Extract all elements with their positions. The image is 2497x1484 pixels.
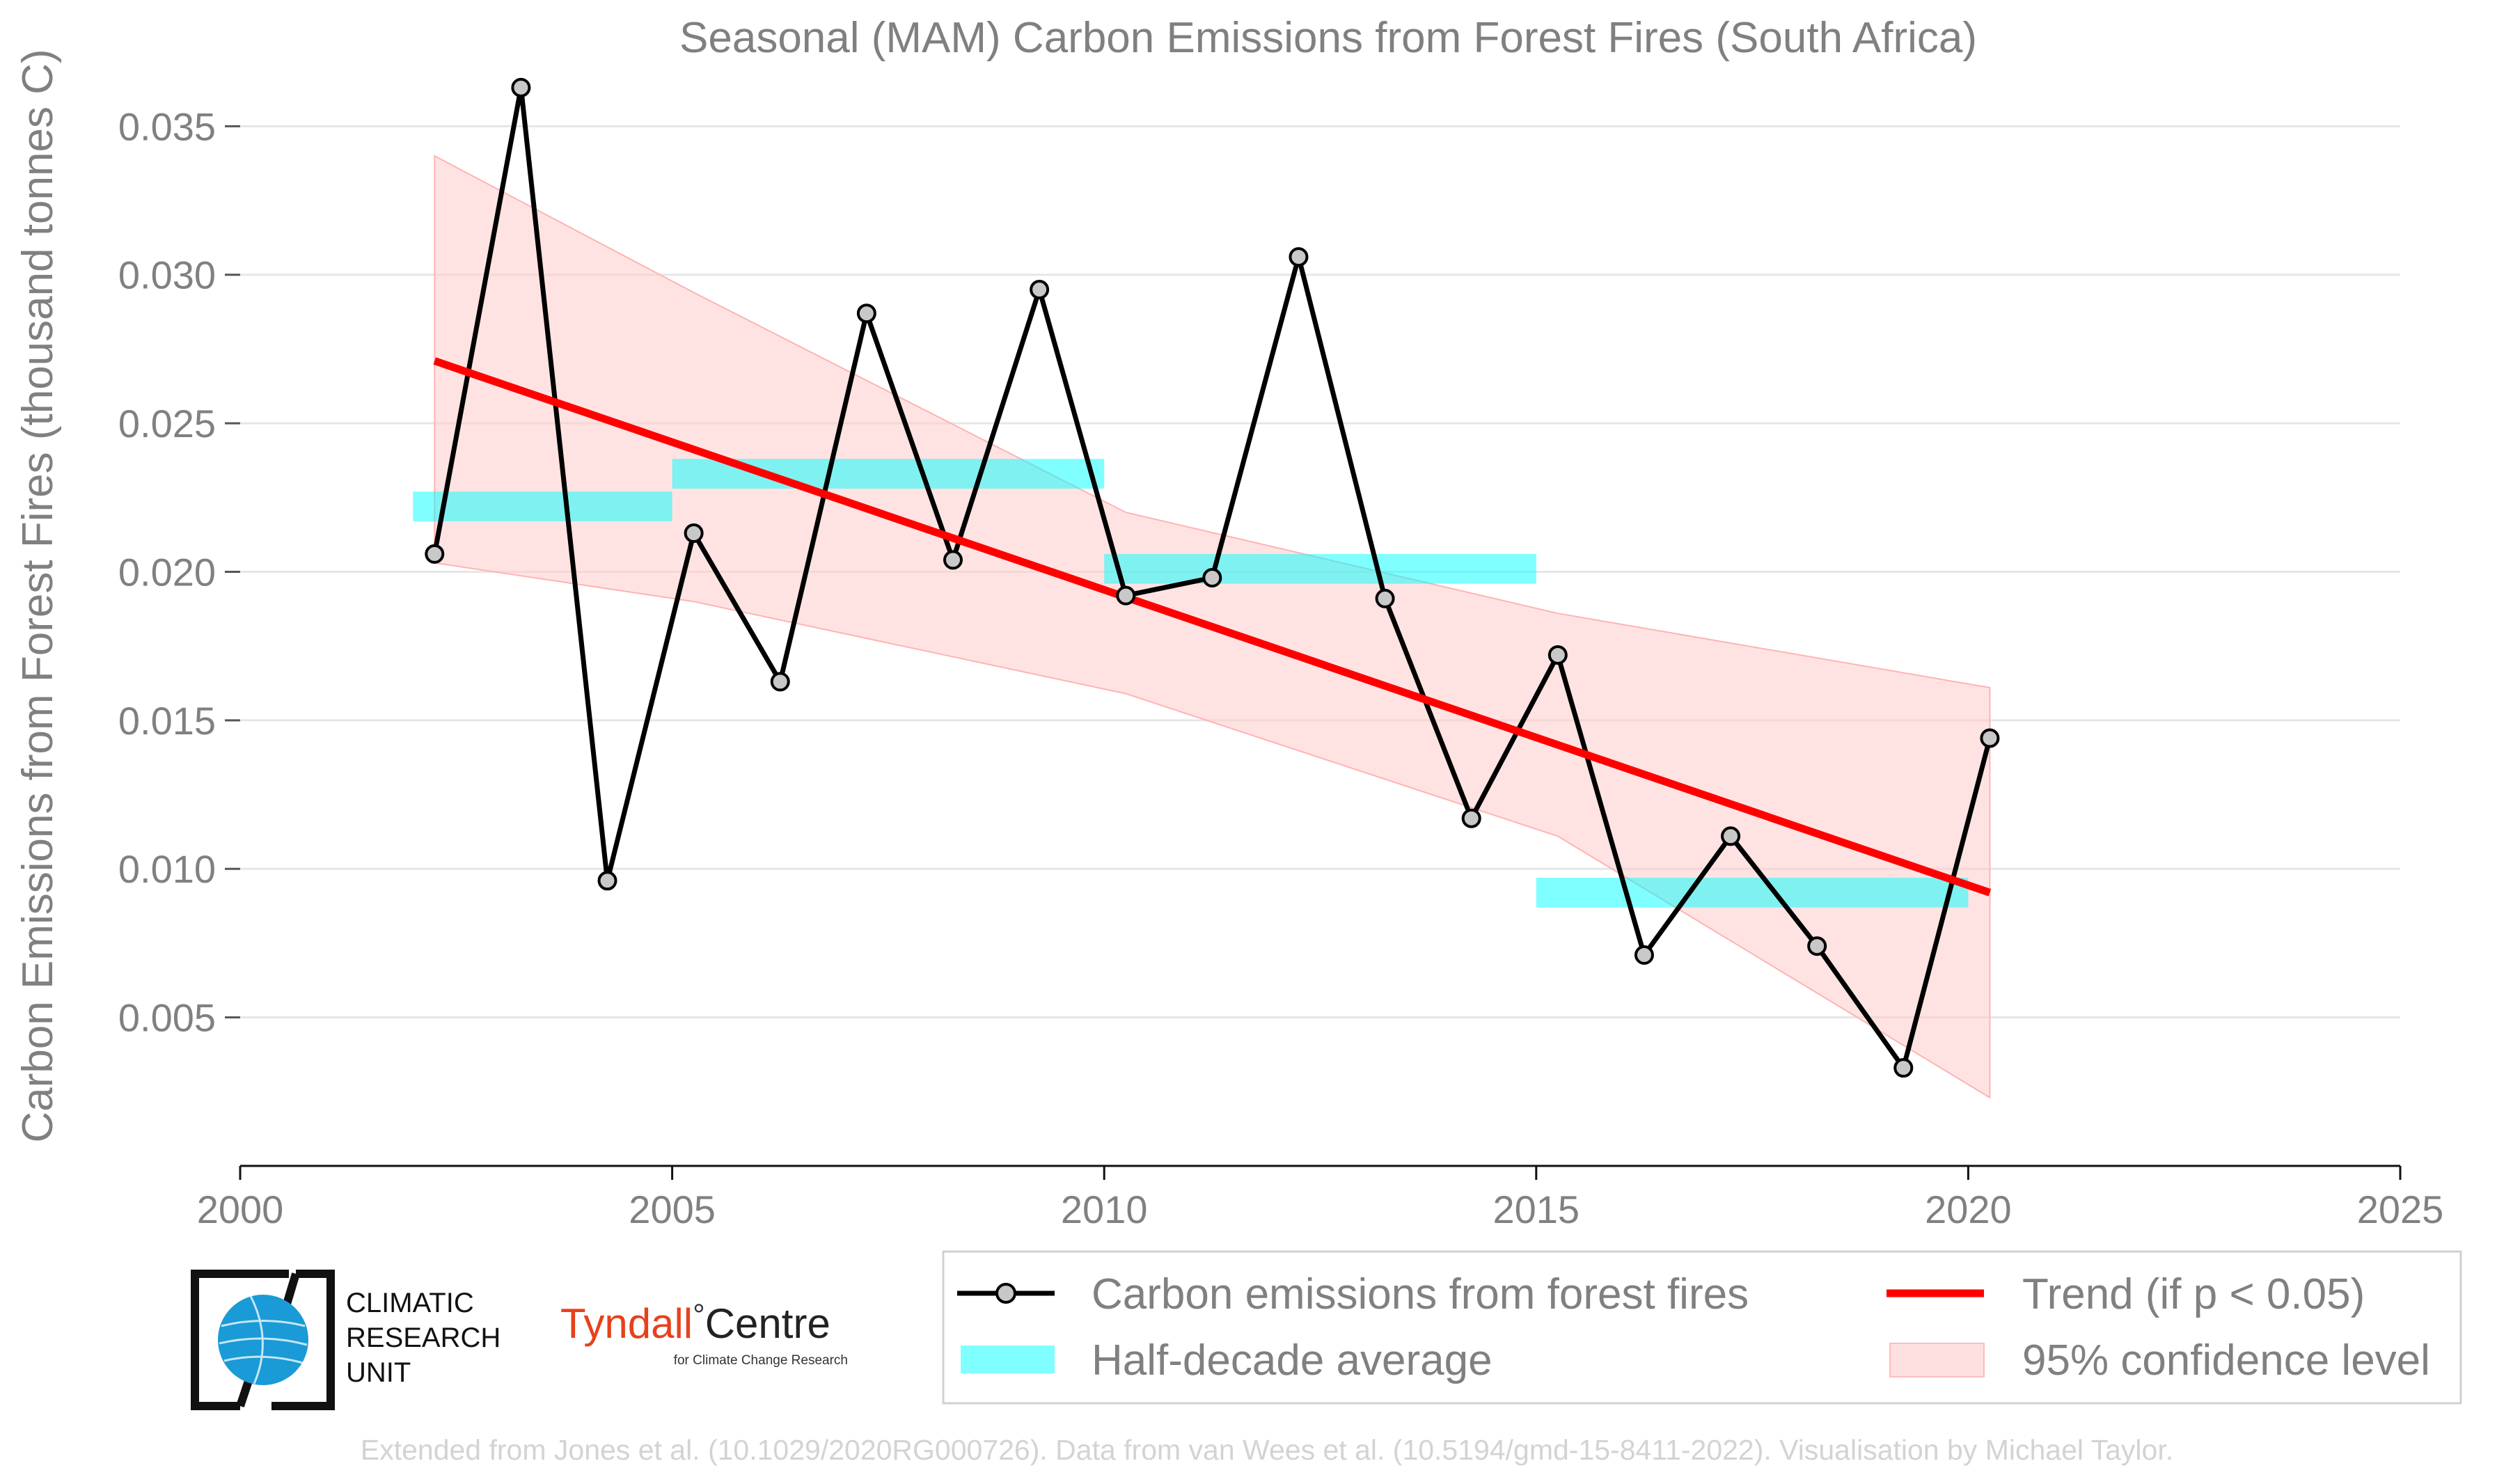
y-tick-label: 0.010 [118,847,216,891]
legend-swatch-half-decade [961,1345,1055,1373]
trend-line [433,357,1992,897]
legend-label-emissions: Carbon emissions from forest fires [1092,1270,1749,1318]
x-tick-label: 2025 [2357,1187,2444,1231]
data-point [856,303,876,324]
y-tick-label: 0.025 [118,402,216,445]
half-decade-bar [413,491,672,521]
cru-logo: CLIMATIC RESEARCH UNIT [191,1270,501,1410]
x-tick-label: 2015 [1493,1187,1580,1231]
cru-logo-line1: CLIMATIC [346,1288,474,1318]
data-point [1202,568,1222,588]
legend-frame [942,1250,2462,1405]
globe-icon-lines [219,1295,308,1384]
data-point [1461,808,1481,828]
legend-swatch-confidence [1889,1343,1985,1378]
axes: 0.005 0.010 0.015 0.020 0.025 0.030 0.035 2000 2… [118,104,2443,1231]
data-point [1721,826,1741,846]
y-tick-label: 0.030 [118,253,216,297]
x-tick-label: 2020 [1925,1187,2012,1231]
data-point [1893,1058,1914,1078]
x-tick-label: 2005 [629,1187,716,1231]
data-point [425,544,445,564]
x-tick-label: 2010 [1061,1187,1148,1231]
cru-logo-line2: RESEARCH [346,1323,501,1353]
data-point [684,523,704,543]
y-tick-label: 0.015 [118,699,216,743]
data-point [770,672,790,692]
data-point [1634,945,1654,965]
chart-title: Seasonal (MAM) Carbon Emissions from For… [679,14,1977,62]
legend: Carbon emissions from forest fires Half-… [942,1250,2462,1405]
legend-marker-emissions [995,1283,1016,1304]
data-point [597,871,617,891]
x-tick-label: 2000 [197,1187,284,1231]
legend-label-confidence: 95% confidence level [2022,1336,2430,1384]
legend-label-half-decade: Half-decade average [1092,1336,1492,1384]
data-point [1980,728,2000,748]
tyndall-logo-subtitle: for Climate Change Research [674,1353,848,1368]
half-decade-bar [1104,553,1536,584]
data-point [1289,247,1309,267]
y-axis-label: Carbon Emissions from Forest Fires (thou… [14,49,62,1142]
credit-text: Extended from Jones et al. (10.1029/2020… [361,1434,2173,1466]
trend-line-segment [433,357,1992,897]
y-tick-label: 0.005 [118,996,216,1040]
y-tick-label: 0.020 [118,550,216,594]
data-point [1116,585,1136,606]
tyndall-logo-title: Tyndall°Centre [560,1298,830,1347]
data-point [1547,645,1568,665]
data-point [1807,936,1827,956]
cru-logo-line3: UNIT [346,1357,411,1388]
emissions-points [425,77,2000,1078]
half-decade-bands [413,459,1969,908]
half-decade-bar [1536,878,1969,908]
cru-logo-frame [191,1270,335,1410]
tyndall-logo: Tyndall°Centre for Climate Change Resear… [560,1298,848,1368]
data-point [1030,280,1050,300]
data-point [943,550,963,570]
data-point [1375,588,1395,608]
legend-label-trend: Trend (if p < 0.05) [2022,1270,2365,1318]
y-tick-label: 0.035 [118,104,216,148]
data-point [511,77,531,97]
